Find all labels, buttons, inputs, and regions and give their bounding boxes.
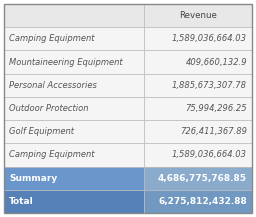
Text: Summary: Summary bbox=[9, 174, 57, 183]
Bar bbox=[144, 97, 252, 120]
Text: 1,885,673,307.78: 1,885,673,307.78 bbox=[172, 81, 247, 90]
Text: Golf Equipment: Golf Equipment bbox=[9, 127, 74, 136]
Text: Mountaineering Equipment: Mountaineering Equipment bbox=[9, 58, 123, 67]
Text: Camping Equipment: Camping Equipment bbox=[9, 34, 94, 43]
Text: Outdoor Protection: Outdoor Protection bbox=[9, 104, 89, 113]
Bar bbox=[4, 143, 144, 167]
Text: Total: Total bbox=[9, 197, 34, 206]
Bar bbox=[4, 27, 144, 50]
Bar bbox=[144, 167, 252, 190]
Bar bbox=[144, 143, 252, 167]
Bar bbox=[144, 190, 252, 213]
Bar bbox=[4, 190, 144, 213]
Bar bbox=[4, 50, 144, 74]
Bar bbox=[144, 120, 252, 143]
Bar bbox=[4, 74, 144, 97]
Bar bbox=[4, 120, 144, 143]
Bar bbox=[4, 97, 144, 120]
Text: 4,686,775,768.85: 4,686,775,768.85 bbox=[158, 174, 247, 183]
Text: 1,589,036,664.03: 1,589,036,664.03 bbox=[172, 150, 247, 159]
Text: 409,660,132.9: 409,660,132.9 bbox=[185, 58, 247, 67]
Text: Personal Accessories: Personal Accessories bbox=[9, 81, 97, 90]
Bar bbox=[4, 167, 144, 190]
Bar bbox=[144, 27, 252, 50]
Text: Revenue: Revenue bbox=[179, 11, 217, 20]
Text: 1,589,036,664.03: 1,589,036,664.03 bbox=[172, 34, 247, 43]
Bar bbox=[144, 74, 252, 97]
Bar bbox=[144, 4, 252, 27]
Text: 75,994,296.25: 75,994,296.25 bbox=[185, 104, 247, 113]
Bar bbox=[4, 4, 144, 27]
Text: Camping Equipment: Camping Equipment bbox=[9, 150, 94, 159]
Text: 726,411,367.89: 726,411,367.89 bbox=[180, 127, 247, 136]
Text: 6,275,812,432.88: 6,275,812,432.88 bbox=[158, 197, 247, 206]
Bar bbox=[144, 50, 252, 74]
